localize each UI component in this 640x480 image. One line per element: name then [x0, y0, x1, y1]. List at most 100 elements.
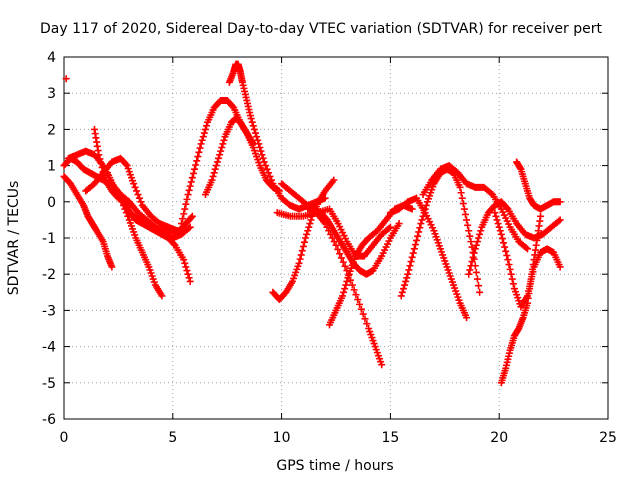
- data-point: [461, 210, 469, 218]
- data-point: [298, 247, 306, 255]
- data-point: [497, 230, 505, 238]
- data-point: [253, 133, 261, 141]
- data-point: [476, 288, 484, 296]
- data-point: [470, 249, 478, 257]
- data-point: [182, 263, 190, 271]
- x-axis-ticks: 0 5 10 15 20 25: [60, 57, 617, 446]
- data-point: [363, 320, 371, 328]
- data-point: [409, 249, 417, 257]
- data-point: [262, 162, 270, 170]
- data-point: [466, 266, 474, 274]
- data-point: [342, 281, 350, 289]
- data-point: [475, 282, 483, 290]
- data-point: [185, 274, 193, 282]
- data-point: [256, 144, 264, 151]
- data-point: [134, 191, 142, 199]
- x-tick-label: 15: [381, 430, 399, 446]
- data-point: [296, 255, 304, 263]
- data-point: [303, 230, 311, 238]
- data-point: [399, 285, 407, 293]
- data-point: [181, 259, 189, 267]
- data-point: [469, 253, 477, 261]
- data-point: [361, 315, 369, 323]
- data-point: [220, 136, 228, 144]
- data-point: [487, 189, 495, 197]
- x-tick-label: 20: [490, 430, 508, 446]
- data-markers: [60, 60, 564, 387]
- data-point: [122, 160, 130, 168]
- x-axis-label: GPS time / hours: [276, 458, 393, 474]
- data-point: [410, 245, 418, 253]
- data-point: [158, 292, 166, 300]
- data-point: [196, 144, 204, 152]
- data-point: [555, 217, 563, 225]
- data-point: [341, 262, 349, 270]
- data-point: [248, 118, 256, 126]
- series-track-21: [465, 198, 564, 278]
- data-point: [473, 238, 481, 246]
- data-point: [417, 220, 425, 228]
- data-point: [184, 270, 192, 278]
- series-track-8: [201, 115, 257, 199]
- data-point: [186, 223, 194, 231]
- y-tick-label: -5: [42, 376, 56, 392]
- data-point: [350, 286, 358, 294]
- data-point: [209, 172, 217, 180]
- y-axis-ticks: -6 -5 -4 -3 -2 -1 0 1 2 3 4: [42, 50, 608, 428]
- data-point: [405, 266, 413, 274]
- data-point: [457, 189, 465, 197]
- data-point: [259, 154, 267, 162]
- data-point: [465, 227, 473, 235]
- data-point: [200, 129, 208, 137]
- data-point: [217, 147, 225, 155]
- series-track-7: [178, 96, 283, 228]
- data-point: [341, 285, 349, 293]
- series-track-20: [513, 158, 564, 213]
- series-track-9: [225, 60, 329, 213]
- data-point: [297, 251, 305, 259]
- data-point: [407, 258, 415, 266]
- data-point: [332, 241, 340, 249]
- data-point: [195, 148, 203, 156]
- data-point: [522, 244, 530, 252]
- data-point: [477, 227, 485, 235]
- data-point: [472, 241, 480, 249]
- data-point: [97, 159, 105, 167]
- data-point: [500, 239, 508, 247]
- y-tick-label: 1: [47, 159, 56, 175]
- data-point: [408, 205, 416, 213]
- data-point: [556, 198, 564, 206]
- data-point: [260, 158, 268, 166]
- data-point: [467, 262, 475, 270]
- data-point: [263, 165, 271, 173]
- x-tick-label: 10: [273, 430, 291, 446]
- data-point: [473, 275, 481, 283]
- data-point: [185, 224, 193, 232]
- data-point: [336, 250, 344, 258]
- data-point: [468, 258, 476, 266]
- y-tick-label: -2: [42, 267, 56, 283]
- data-point: [460, 205, 468, 213]
- data-point: [503, 251, 511, 259]
- data-point: [503, 204, 511, 212]
- data-point: [130, 180, 138, 188]
- data-point: [378, 361, 386, 369]
- data-point: [456, 183, 464, 191]
- data-point: [472, 268, 480, 276]
- data-point: [556, 263, 564, 271]
- data-point: [506, 265, 514, 273]
- data-point: [219, 140, 227, 148]
- data-point: [193, 157, 201, 165]
- x-tick-label: 25: [599, 430, 617, 446]
- data-point: [216, 151, 224, 159]
- data-point: [408, 253, 416, 261]
- data-point: [337, 254, 345, 262]
- series-track-22: [62, 75, 70, 83]
- data-point: [266, 172, 274, 180]
- data-point: [402, 277, 410, 285]
- data-point: [556, 216, 564, 224]
- data-point: [357, 305, 365, 313]
- data-point: [493, 216, 501, 224]
- data-point: [304, 227, 312, 235]
- y-tick-label: -1: [42, 231, 56, 247]
